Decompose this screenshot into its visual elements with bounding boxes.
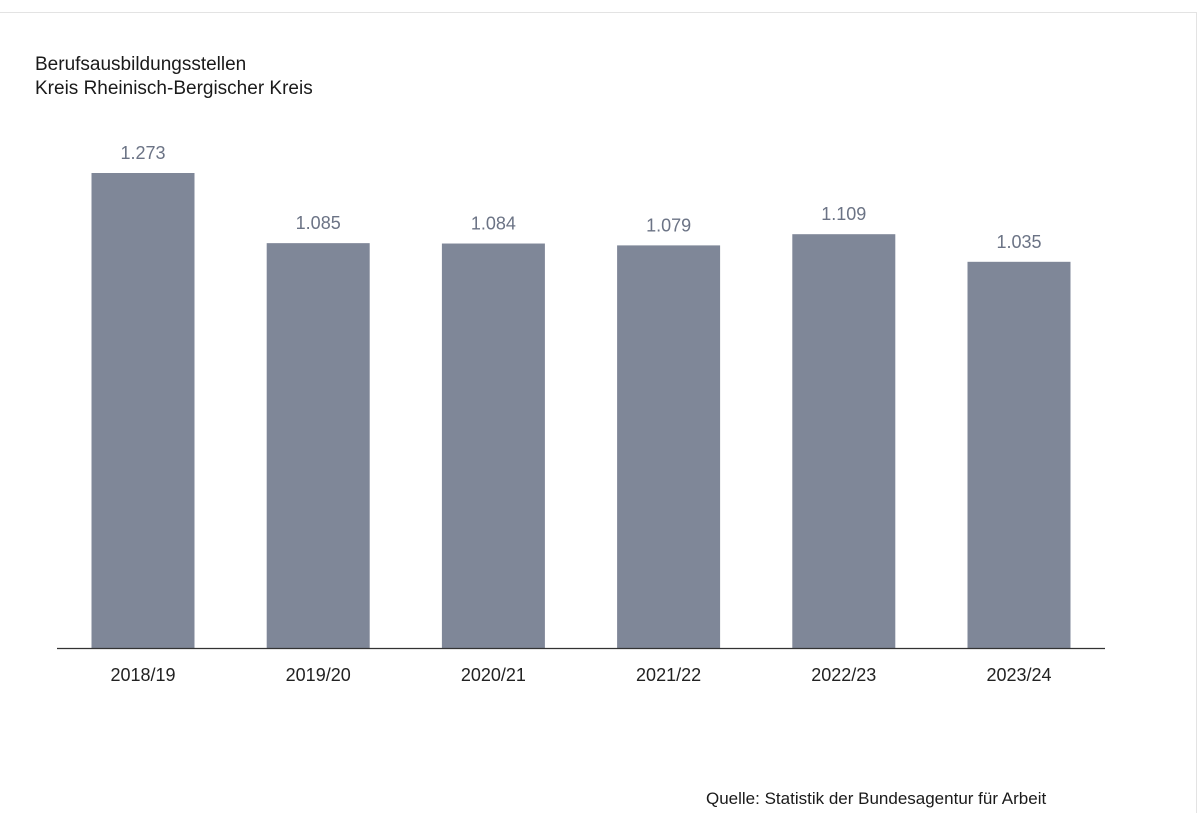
category-label: 2022/23: [811, 665, 876, 685]
category-label: 2021/22: [636, 665, 701, 685]
chart-title: Berufsausbildungsstellen: [35, 54, 247, 75]
bar-2020-21: [441, 243, 545, 648]
bars-group: [91, 173, 1071, 649]
category-label: 2019/20: [286, 665, 351, 685]
value-label: 1.035: [996, 232, 1041, 252]
value-label: 1.084: [471, 214, 516, 234]
chart-title-block: Berufsausbildungsstellen Kreis Rheinisch…: [35, 53, 313, 101]
bar-2021-22: [617, 245, 721, 648]
source-note: Quelle: Statistik der Bundesagentur für …: [706, 789, 1047, 808]
value-label: 1.079: [646, 215, 691, 235]
value-label: 1.109: [821, 204, 866, 224]
chart-frame: [0, 12, 1197, 813]
value-label: 1.085: [296, 213, 341, 233]
category-label: 2018/19: [110, 665, 175, 685]
bar-2019-20: [266, 243, 370, 649]
bar-2018-19: [91, 173, 195, 648]
category-labels-group: 2018/19 2019/20 2020/21 2021/22 2022/23 2023/…: [110, 665, 1051, 685]
category-label: 2023/24: [986, 665, 1051, 685]
bar-2023-24: [967, 261, 1071, 648]
bar-2022-23: [792, 234, 896, 648]
value-label: 1.273: [120, 143, 165, 163]
value-labels-group: 1.273 1.085 1.084 1.079 1.109 1.035: [120, 143, 1041, 252]
category-label: 2020/21: [461, 665, 526, 685]
chart-subtitle: Kreis Rheinisch-Bergischer Kreis: [35, 78, 313, 99]
